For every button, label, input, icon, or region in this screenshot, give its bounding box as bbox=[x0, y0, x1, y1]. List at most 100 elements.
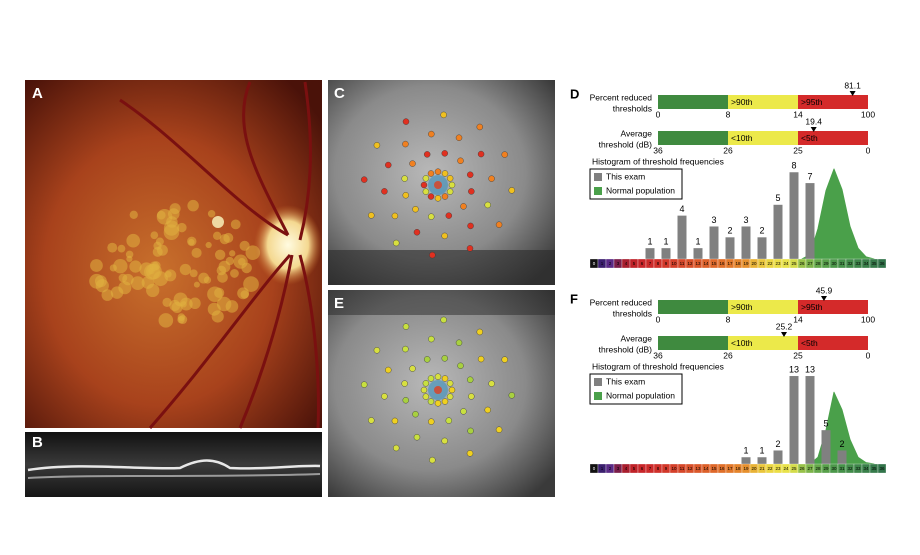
category-label: 24 bbox=[783, 261, 789, 266]
oct-layer bbox=[27, 459, 321, 472]
stimulus-point bbox=[484, 201, 491, 209]
druse bbox=[230, 219, 241, 230]
legend-label: This exam bbox=[606, 171, 645, 181]
druse bbox=[158, 313, 174, 328]
stimulus-points bbox=[361, 316, 515, 464]
category-label: 33 bbox=[855, 261, 861, 266]
stimulus-point bbox=[429, 251, 436, 259]
bar bbox=[677, 215, 687, 259]
scale-segment bbox=[728, 336, 798, 350]
druse bbox=[126, 233, 141, 248]
stimulus-point bbox=[495, 221, 503, 228]
segment-label: >90th bbox=[731, 97, 753, 107]
druse bbox=[117, 244, 126, 253]
category-label: 35 bbox=[871, 261, 877, 266]
category-label: 28 bbox=[815, 261, 821, 266]
stimulus-point bbox=[429, 456, 436, 464]
stimulus-point bbox=[468, 188, 475, 195]
category-label: 18 bbox=[735, 466, 741, 471]
bar-value-label: 3 bbox=[743, 215, 748, 225]
druse bbox=[212, 231, 222, 240]
segment-label: <10th bbox=[731, 338, 753, 348]
stimulus-point bbox=[393, 239, 400, 247]
stimulus-point bbox=[368, 417, 375, 424]
category-label: 34 bbox=[863, 466, 869, 471]
druse bbox=[238, 257, 246, 266]
stimulus-point bbox=[467, 171, 474, 178]
category-cell bbox=[877, 258, 887, 269]
scale-title: Average bbox=[620, 128, 652, 138]
stimulus-point bbox=[440, 316, 447, 324]
stimulus-point bbox=[448, 386, 456, 394]
bar bbox=[821, 430, 831, 464]
marker bbox=[781, 332, 787, 337]
category-label: 30 bbox=[831, 466, 837, 471]
stimulus-point bbox=[402, 118, 410, 125]
druse bbox=[189, 269, 198, 278]
bar-value-label: 4 bbox=[679, 204, 684, 214]
category-label: 10 bbox=[671, 466, 677, 471]
scale-title: Percent reduced bbox=[590, 92, 653, 102]
category-label: 27 bbox=[807, 261, 813, 266]
category-label: 12 bbox=[687, 261, 693, 266]
category-label: 31 bbox=[839, 261, 845, 266]
tick-label: 36 bbox=[653, 145, 663, 155]
stimulus-point bbox=[434, 168, 442, 175]
scale-title: thresholds bbox=[613, 308, 652, 318]
stimulus-point bbox=[373, 347, 381, 354]
category-label: 26 bbox=[799, 261, 805, 266]
stimulus-point bbox=[441, 375, 449, 382]
category-label: 11 bbox=[680, 466, 685, 471]
bar bbox=[741, 226, 751, 259]
druse bbox=[129, 260, 142, 273]
bar-value-label: 13 bbox=[789, 364, 799, 374]
stimulus-point bbox=[467, 222, 474, 230]
tick-label: 26 bbox=[723, 350, 733, 360]
stimulus-point bbox=[446, 188, 454, 195]
category-label: 17 bbox=[727, 466, 733, 471]
legend-swatch bbox=[594, 173, 602, 181]
stimulus-point bbox=[402, 323, 410, 330]
stimulus-point bbox=[495, 426, 503, 433]
category-label: 4 bbox=[625, 466, 628, 471]
legend-box bbox=[589, 373, 683, 405]
stimulus-point bbox=[393, 444, 400, 452]
stimulus-point bbox=[441, 170, 449, 177]
stimulus-point bbox=[440, 111, 447, 119]
bar bbox=[837, 450, 847, 464]
tick-label: 0 bbox=[866, 145, 871, 155]
bar bbox=[789, 172, 799, 259]
oct-layer bbox=[27, 473, 321, 479]
marker bbox=[849, 91, 856, 96]
stimulus-point bbox=[441, 193, 449, 200]
druse bbox=[216, 296, 232, 312]
stimulus-point bbox=[402, 345, 409, 353]
druse bbox=[205, 241, 212, 249]
druse bbox=[218, 260, 231, 273]
stimulus-point bbox=[446, 175, 454, 182]
marker bbox=[810, 127, 817, 132]
image-shadow bbox=[328, 290, 555, 315]
druse bbox=[177, 222, 187, 233]
tick-label: 0 bbox=[866, 350, 871, 360]
category-cell bbox=[877, 463, 887, 474]
marker-label: 45.9 bbox=[816, 285, 833, 295]
stimulus-point bbox=[402, 397, 409, 404]
category-label: 9 bbox=[665, 466, 668, 471]
stimulus-point bbox=[427, 398, 435, 405]
bar bbox=[805, 376, 815, 464]
bar bbox=[645, 248, 655, 259]
category-label: 3 bbox=[617, 261, 620, 266]
druse bbox=[90, 259, 103, 272]
stimulus-point bbox=[468, 393, 475, 400]
category-label: 22 bbox=[767, 261, 773, 266]
bar bbox=[661, 248, 671, 259]
stimulus-point bbox=[445, 212, 453, 219]
legend-label: Normal population bbox=[606, 185, 675, 195]
category-label: 7 bbox=[649, 261, 652, 266]
druse bbox=[101, 289, 114, 301]
category-label: 13 bbox=[695, 261, 701, 266]
scale-title: Percent reduced bbox=[590, 297, 653, 307]
bar-value-label: 1 bbox=[759, 446, 764, 456]
category-label: 12 bbox=[687, 466, 693, 471]
